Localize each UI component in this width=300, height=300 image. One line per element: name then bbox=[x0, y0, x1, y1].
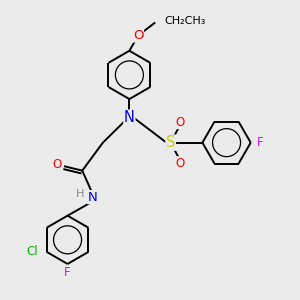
Text: N: N bbox=[88, 190, 98, 204]
Text: F: F bbox=[257, 136, 264, 149]
Text: F: F bbox=[64, 266, 71, 279]
Text: O: O bbox=[176, 157, 185, 170]
Text: O: O bbox=[52, 158, 62, 171]
Text: CH₂CH₃: CH₂CH₃ bbox=[165, 16, 206, 26]
Text: Cl: Cl bbox=[27, 245, 38, 258]
Text: S: S bbox=[166, 135, 175, 150]
Text: O: O bbox=[176, 116, 185, 128]
Text: H: H bbox=[75, 189, 84, 199]
Text: N: N bbox=[124, 110, 135, 125]
Text: O: O bbox=[133, 29, 143, 42]
